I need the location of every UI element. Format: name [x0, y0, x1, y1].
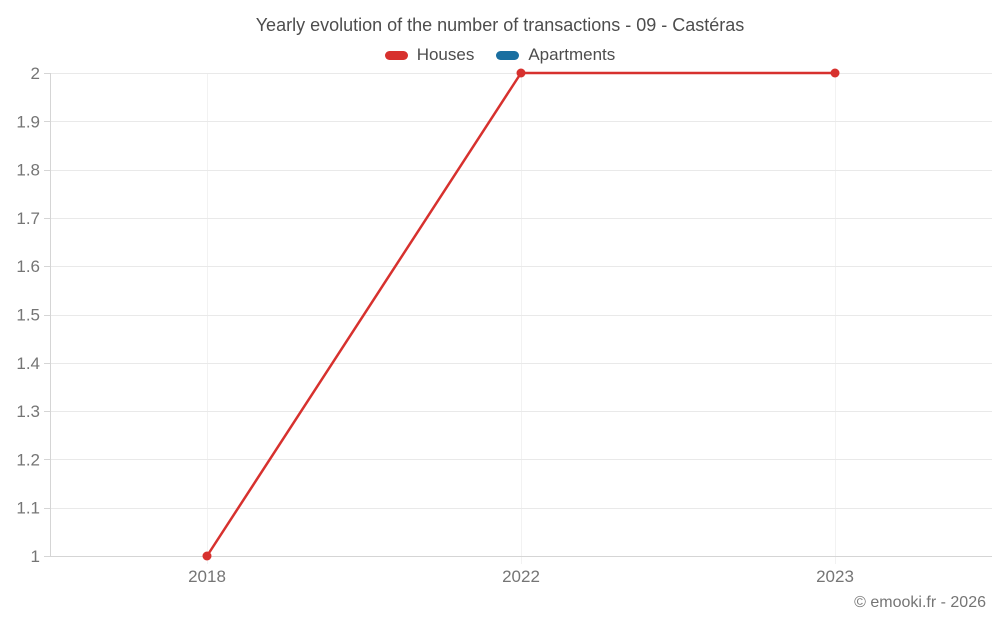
chart-title: Yearly evolution of the number of transa…	[255, 15, 745, 35]
y-tick-label: 1.5	[16, 306, 40, 325]
y-tick-label: 1.2	[16, 450, 40, 469]
watermark: © emooki.fr - 2026	[854, 594, 986, 611]
legend: Houses Apartments	[0, 45, 1000, 65]
y-tick-label: 1.3	[16, 402, 40, 421]
y-tick-label: 1	[31, 547, 40, 566]
y-tick-label: 2	[31, 64, 40, 83]
y-tick-label: 1.9	[16, 112, 40, 131]
x-tick-label: 2018	[188, 567, 226, 586]
x-tick-label: 2022	[502, 567, 540, 586]
legend-item-apartments[interactable]: Apartments	[496, 45, 615, 65]
y-tick-label: 1.8	[16, 161, 40, 180]
data-point-houses-2022	[516, 68, 526, 78]
legend-label: Apartments	[528, 45, 616, 64]
y-tick-label: 1.6	[16, 257, 40, 276]
data-point-houses-2018	[202, 551, 212, 561]
legend-item-houses[interactable]: Houses	[384, 45, 475, 65]
legend-swatch-icon	[496, 50, 520, 60]
legend-swatch-icon	[384, 50, 408, 60]
data-point-houses-2023	[830, 68, 840, 78]
x-tick-label: 2023	[816, 567, 854, 586]
y-tick-label: 1.4	[16, 354, 40, 373]
legend-label: Houses	[416, 45, 475, 64]
y-tick-label: 1.7	[16, 209, 40, 228]
y-tick-label: 1.1	[16, 499, 40, 518]
